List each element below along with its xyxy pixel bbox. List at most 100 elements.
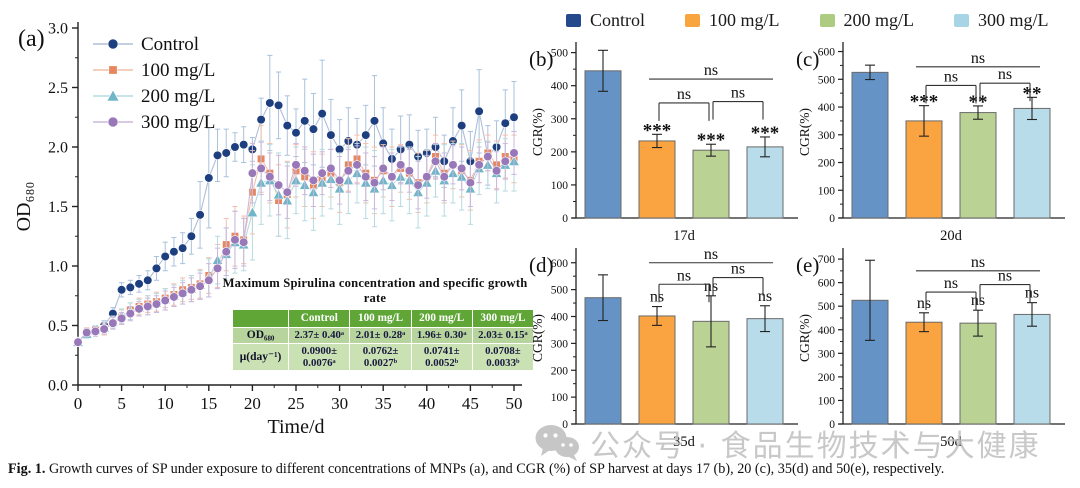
svg-text:300 mg/L: 300 mg/L — [141, 112, 215, 133]
legend-label: 200 mg/L — [843, 10, 915, 30]
svg-text:300: 300 — [818, 348, 836, 360]
legend-item-control: Control — [566, 10, 645, 31]
bars: *** ** ** — [851, 64, 1051, 219]
y-axis-label: OD₆₈₀ — [13, 182, 35, 232]
legend-label: 100 mg/L — [709, 10, 780, 30]
svg-text:100 mg/L: 100 mg/L — [141, 60, 215, 81]
svg-text:500: 500 — [818, 74, 836, 86]
ticks: 0 100 200 300 400 500 600 700 — [818, 254, 843, 431]
svg-text:40: 40 — [418, 394, 435, 413]
significance-label: ** — [1023, 83, 1042, 104]
100mgL-swatch — [685, 14, 701, 27]
svg-text:600: 600 — [818, 47, 836, 59]
svg-text:0: 0 — [829, 213, 835, 225]
svg-text:100: 100 — [818, 185, 836, 197]
svg-text:30: 30 — [331, 394, 348, 413]
x-axis-label: 20d — [940, 228, 963, 244]
table-cell: 2.37± 0.40ᵃ — [288, 327, 351, 344]
300mgL-swatch — [954, 14, 970, 27]
svg-text:300: 300 — [551, 114, 569, 126]
significance-label: ** — [969, 92, 988, 113]
y-axis-label: CGR(%) — [530, 314, 545, 362]
axes — [77, 22, 522, 386]
svg-text:25: 25 — [288, 394, 305, 413]
significance-label: *** — [697, 130, 726, 151]
table-header-cell — [231, 309, 290, 328]
bracket-label: ns — [971, 254, 985, 271]
svg-text:0: 0 — [562, 213, 568, 225]
200mgL-swatch — [819, 14, 835, 27]
svg-text:200: 200 — [818, 372, 836, 384]
panel-letter-d: (d) — [529, 253, 554, 277]
bar-200-mg-l — [959, 322, 997, 425]
caption-prefix: Fig. 1. — [8, 461, 46, 477]
significance-label: ns — [917, 295, 931, 312]
bar-100-mg-l — [638, 140, 676, 219]
svg-text:300: 300 — [551, 338, 569, 350]
bracket-label: ns — [998, 268, 1012, 285]
table-cell: 0.0708± 0.0033ᵇ — [471, 342, 535, 372]
ticks: 0.0 0.5 1.0 1.5 2.0 2.5 3.0 0 5 10 15 20 25 30 35 40 45 5… — [48, 21, 523, 414]
panel-letter-b: (b) — [529, 47, 554, 71]
bar-control — [584, 70, 622, 219]
bar-charts-legend: Control 100 mg/L 200 mg/L 300 mg/L — [566, 10, 1049, 31]
legend-item-200mgL: 200 mg/L — [819, 10, 915, 31]
bar-100-mg-l — [905, 120, 943, 219]
legend-item-100mgL: 100 mg/L — [685, 10, 780, 31]
svg-text:2.5: 2.5 — [48, 80, 68, 97]
x-axis-label: 50d — [940, 434, 963, 450]
significance-label: *** — [751, 123, 780, 144]
table-row-od680: OD₆₈₀ 2.37± 0.40ᵃ 2.01± 0.28ᵃ 1.96± 0.30… — [231, 327, 535, 344]
svg-text:Control: Control — [141, 34, 199, 55]
bracket-label: ns — [944, 275, 958, 292]
svg-text:500: 500 — [551, 48, 569, 60]
significance-label: ns — [758, 288, 772, 305]
bar-100-mg-l — [638, 315, 676, 425]
significance-label: ns — [704, 278, 718, 295]
significance-label: *** — [643, 120, 672, 141]
svg-text:400: 400 — [551, 81, 569, 93]
significance-label: ns — [1025, 285, 1039, 302]
bar-200-mg-l — [692, 149, 730, 219]
svg-text:15: 15 — [200, 394, 217, 413]
row-label: μ(day⁻¹) — [231, 342, 290, 372]
svg-text:45: 45 — [462, 394, 479, 413]
table-cell: 0.0900± 0.0076ᵃ — [288, 342, 351, 372]
table-row-growth-rate: μ(day⁻¹) 0.0900± 0.0076ᵃ 0.0762± 0.0027ᵇ… — [231, 342, 535, 372]
bracket-label: ns — [677, 267, 691, 284]
panel-letter-a: (a) — [18, 26, 45, 52]
bar-300-mg-l — [1013, 313, 1051, 425]
y-axis-label: CGR(%) — [797, 314, 812, 362]
table-title: Maximum Spirulina concentration and spec… — [222, 276, 528, 305]
panel-letter-e: (e) — [796, 253, 819, 277]
x-axis-label: Time/d — [267, 416, 324, 438]
bar-300-mg-l — [746, 318, 784, 425]
legend-label: Control — [590, 10, 646, 30]
significance-label: *** — [910, 92, 939, 113]
bracket-label: ns — [704, 246, 718, 263]
row-label: OD₆₈₀ — [231, 327, 290, 344]
spirulina-stats-table: Maximum Spirulina concentration and spec… — [216, 276, 535, 372]
y-axis-label: CGR(%) — [530, 108, 545, 156]
x-axis-label: 35d — [673, 434, 696, 450]
svg-text:2.0: 2.0 — [48, 140, 68, 157]
ticks: 0 100 200 300 400 500 600 — [818, 47, 843, 225]
table-header-cell: 100 mg/L — [349, 309, 412, 328]
svg-text:400: 400 — [551, 312, 569, 324]
table-header-cell: 200 mg/L — [410, 309, 473, 328]
svg-text:3.0: 3.0 — [48, 21, 68, 38]
svg-text:1.5: 1.5 — [48, 199, 68, 216]
svg-text:5: 5 — [117, 394, 126, 413]
svg-text:500: 500 — [818, 301, 836, 313]
table-cell: 0.0741± 0.0052ᵇ — [410, 342, 473, 372]
caption-text: Growth curves of SP under exposure to di… — [45, 461, 945, 477]
svg-text:400: 400 — [818, 102, 836, 114]
